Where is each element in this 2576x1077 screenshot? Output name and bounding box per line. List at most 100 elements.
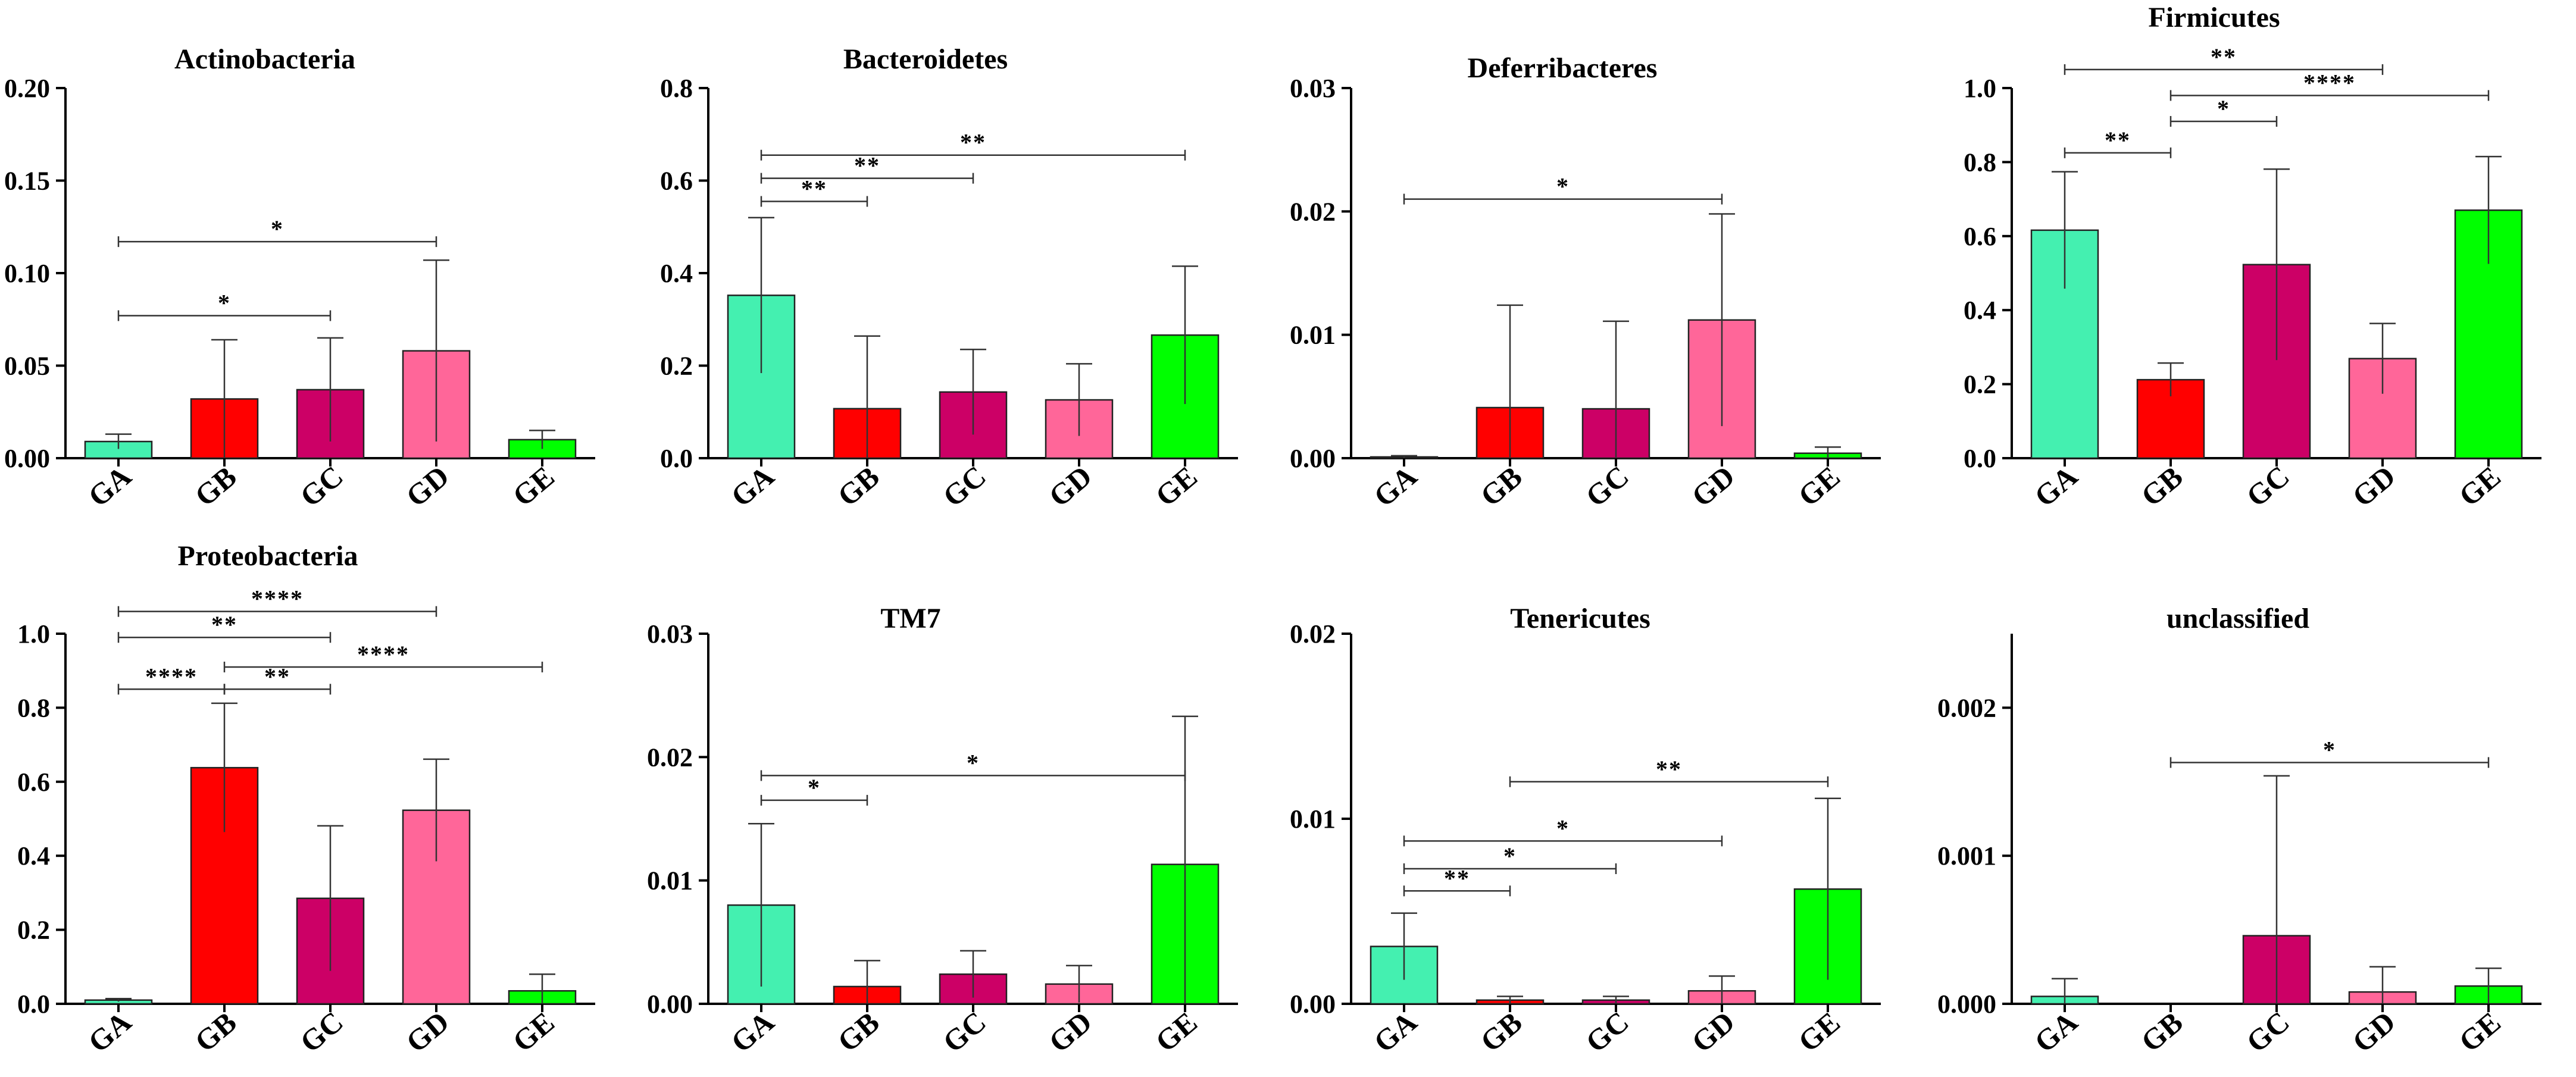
actinobacteria-y-tick-label: 0.20: [4, 74, 50, 103]
firmicutes-sig-label: *: [2217, 95, 2230, 122]
deferribacteres-y-tick-label: 0.00: [1290, 444, 1336, 473]
unclassified-y-tick-label: 0.001: [1937, 841, 1996, 871]
deferribacteres-y-tick-label: 0.01: [1290, 321, 1336, 350]
firmicutes-y-tick-label: 0.2: [1964, 370, 1996, 399]
bacteroidetes-y-tick-label: 0.2: [660, 352, 693, 381]
firmicutes-y-tick-label: 0.4: [1964, 296, 1996, 325]
unclassified-category-label: GD: [2346, 1004, 2401, 1059]
tenericutes-sig-label: **: [1656, 756, 1682, 782]
firmicutes-category-label: GD: [2346, 459, 2401, 513]
tm7-category-label: GA: [724, 1004, 780, 1059]
bacteroidetes-category-label: GE: [1149, 459, 1203, 512]
bacteroidetes-sig-label: **: [854, 152, 880, 179]
actinobacteria-category-label: GE: [506, 459, 560, 512]
tm7-sig-label: *: [967, 749, 980, 776]
tenericutes-category-label: GD: [1685, 1004, 1740, 1059]
bacteroidetes-category-label: GB: [831, 459, 885, 512]
deferribacteres-category-label: GE: [1792, 459, 1846, 512]
tenericutes-category-label: GA: [1367, 1004, 1423, 1059]
actinobacteria-sig-label: *: [271, 215, 284, 242]
deferribacteres-y-tick-label: 0.03: [1290, 74, 1336, 103]
firmicutes-y-tick-label: 1.0: [1964, 74, 1996, 103]
deferribacteres-sig-label: *: [1556, 173, 1570, 200]
bacteroidetes-sig-label: **: [960, 129, 986, 156]
proteobacteria-category-label: GA: [82, 1004, 137, 1059]
firmicutes-category-label: GA: [2028, 459, 2083, 513]
tenericutes-y-tick-label: 0.00: [1290, 990, 1336, 1019]
deferribacteres-category-label: GD: [1685, 459, 1740, 513]
tm7-y-tick-label: 0.00: [647, 990, 693, 1019]
bacteroidetes-title: Bacteroidetes: [843, 43, 1008, 75]
proteobacteria-y-tick-label: 0.6: [17, 768, 50, 797]
proteobacteria-sig-label: ****: [357, 641, 409, 668]
unclassified-category-label: GE: [2452, 1005, 2506, 1058]
proteobacteria-category-label: GC: [293, 1004, 349, 1059]
bacteroidetes-y-tick-label: 0.6: [660, 167, 693, 196]
tenericutes-category-label: GC: [1579, 1004, 1634, 1059]
bacteroidetes-bar-ga: [727, 295, 796, 459]
tenericutes-y-tick-label: 0.01: [1290, 804, 1336, 834]
proteobacteria-title: Proteobacteria: [178, 540, 358, 572]
firmicutes-sig-label: **: [2105, 127, 2131, 154]
firmicutes-category-label: GC: [2240, 459, 2295, 513]
bacteroidetes-category-label: GA: [724, 459, 780, 513]
bacteroidetes-y-tick-label: 0.4: [660, 259, 693, 288]
bacteroidetes-sig-label: **: [801, 175, 827, 202]
bacteroidetes-category-label: GD: [1042, 459, 1098, 513]
tenericutes-category-label: GE: [1792, 1005, 1846, 1058]
actinobacteria-y-tick-label: 0.05: [4, 352, 50, 381]
unclassified-y-tick-label: 0.002: [1937, 693, 1996, 722]
actinobacteria-title: Actinobacteria: [174, 43, 355, 75]
proteobacteria-category-label: GD: [399, 1004, 455, 1059]
unclassified-y-tick-label: 0.000: [1937, 990, 1996, 1019]
firmicutes-sig-label: **: [2211, 43, 2237, 70]
tenericutes-category-label: GB: [1474, 1005, 1528, 1058]
bacteroidetes-y-tick-label: 0.8: [660, 74, 693, 103]
proteobacteria-category-label: GB: [188, 1005, 242, 1058]
tm7-y-tick-label: 0.01: [647, 866, 693, 896]
tm7-y-tick-label: 0.02: [647, 743, 693, 772]
deferribacteres-category-label: GC: [1579, 459, 1634, 513]
proteobacteria-category-label: GE: [506, 1005, 560, 1058]
actinobacteria-category-label: GB: [188, 459, 242, 512]
proteobacteria-y-tick-label: 0.8: [17, 693, 50, 722]
tm7-category-label: GC: [936, 1004, 992, 1059]
proteobacteria-y-tick-label: 1.0: [17, 619, 50, 649]
bacteroidetes-y-tick-label: 0.0: [660, 444, 693, 473]
proteobacteria-sig-label: **: [211, 611, 237, 638]
proteobacteria-sig-label: ****: [251, 586, 304, 612]
firmicutes-category-label: GE: [2452, 459, 2506, 512]
firmicutes-bar-gb: [2136, 378, 2205, 459]
proteobacteria-y-tick-label: 0.2: [17, 916, 50, 945]
tenericutes-sig-label: *: [1556, 815, 1570, 841]
unclassified-category-label: GC: [2240, 1004, 2295, 1059]
actinobacteria-sig-label: *: [218, 290, 231, 317]
tenericutes-title: Tenericutes: [1510, 603, 1650, 634]
firmicutes-title: Firmicutes: [2148, 2, 2280, 33]
unclassified-category-label: GB: [2134, 1005, 2189, 1058]
deferribacteres-category-label: GB: [1474, 459, 1528, 512]
tm7-category-label: GD: [1042, 1004, 1098, 1059]
tenericutes-sig-label: *: [1503, 843, 1517, 869]
bacteroidetes-category-label: GC: [936, 459, 992, 513]
actinobacteria-y-tick-label: 0.15: [4, 167, 50, 196]
firmicutes-y-tick-label: 0.0: [1964, 444, 1996, 473]
firmicutes-sig-label: ****: [2303, 69, 2356, 96]
tm7-category-label: GB: [831, 1005, 885, 1058]
unclassified-title: unclassified: [2167, 603, 2309, 634]
unclassified-sig-label: *: [2323, 736, 2336, 763]
proteobacteria-sig-label: ****: [145, 663, 198, 690]
actinobacteria-category-label: GC: [293, 459, 349, 513]
deferribacteres-y-tick-label: 0.02: [1290, 197, 1336, 226]
deferribacteres-title: Deferribacteres: [1468, 52, 1658, 84]
tm7-sig-label: *: [808, 774, 821, 801]
tm7-category-label: GE: [1149, 1005, 1203, 1058]
tenericutes-y-tick-label: 0.02: [1290, 619, 1336, 649]
proteobacteria-y-tick-label: 0.4: [17, 841, 50, 871]
tm7-title: TM7: [880, 603, 940, 634]
actinobacteria-y-tick-label: 0.00: [4, 444, 50, 473]
actinobacteria-y-tick-label: 0.10: [4, 259, 50, 288]
actinobacteria-category-label: GA: [82, 459, 137, 513]
